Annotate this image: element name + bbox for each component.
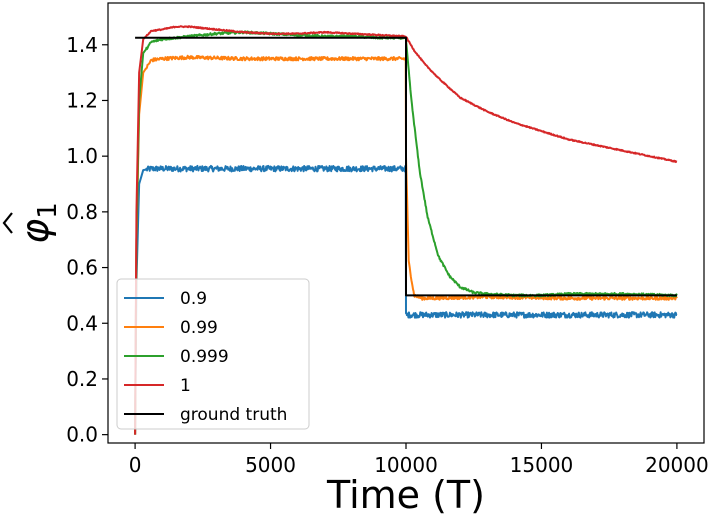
y-tick-label: 0.6 [66, 256, 98, 280]
x-tick-label: 20000 [645, 453, 709, 477]
legend-label-3: 1 [180, 376, 191, 396]
legend-label-2: 0.999 [180, 347, 229, 367]
legend-label-0: 0.9 [180, 289, 207, 309]
legend-label-4: ground truth [180, 405, 287, 425]
legend: 0.9 0.99 0.999 1 ground truth [116, 278, 310, 430]
ticks-layer: 0 5000 10000 15000 20000 0.0 0.2 0.4 0.6 0.8 1.0 1.… [66, 33, 709, 477]
x-tick-label: 0 [129, 453, 142, 477]
legend-box [116, 278, 310, 430]
legend-label-1: 0.99 [180, 318, 218, 338]
series-layer [134, 25, 678, 435]
y-axis-title: φ1 [2, 202, 63, 244]
svg-text:φ1: φ1 [13, 202, 63, 244]
y-tick-label: 0.2 [66, 367, 98, 391]
y-tick-label: 0.8 [66, 200, 98, 224]
x-tick-label: 10000 [374, 453, 438, 477]
y-tick-label: 1.4 [66, 33, 98, 57]
series-line-4 [135, 36, 677, 297]
y-tick-label: 0.0 [66, 423, 98, 447]
y-axis-title-symbol: φ [13, 219, 57, 244]
y-axis-title-hat [2, 212, 13, 234]
x-axis-title: Time (T) [326, 473, 485, 516]
y-tick-label: 0.4 [66, 311, 98, 335]
y-axis-title-subscript: 1 [33, 202, 63, 219]
x-tick-label: 15000 [510, 453, 574, 477]
x-tick-label: 5000 [245, 453, 296, 477]
y-tick-label: 1.2 [66, 88, 98, 112]
y-tick-label: 1.0 [66, 144, 98, 168]
series-line-3 [134, 25, 678, 435]
